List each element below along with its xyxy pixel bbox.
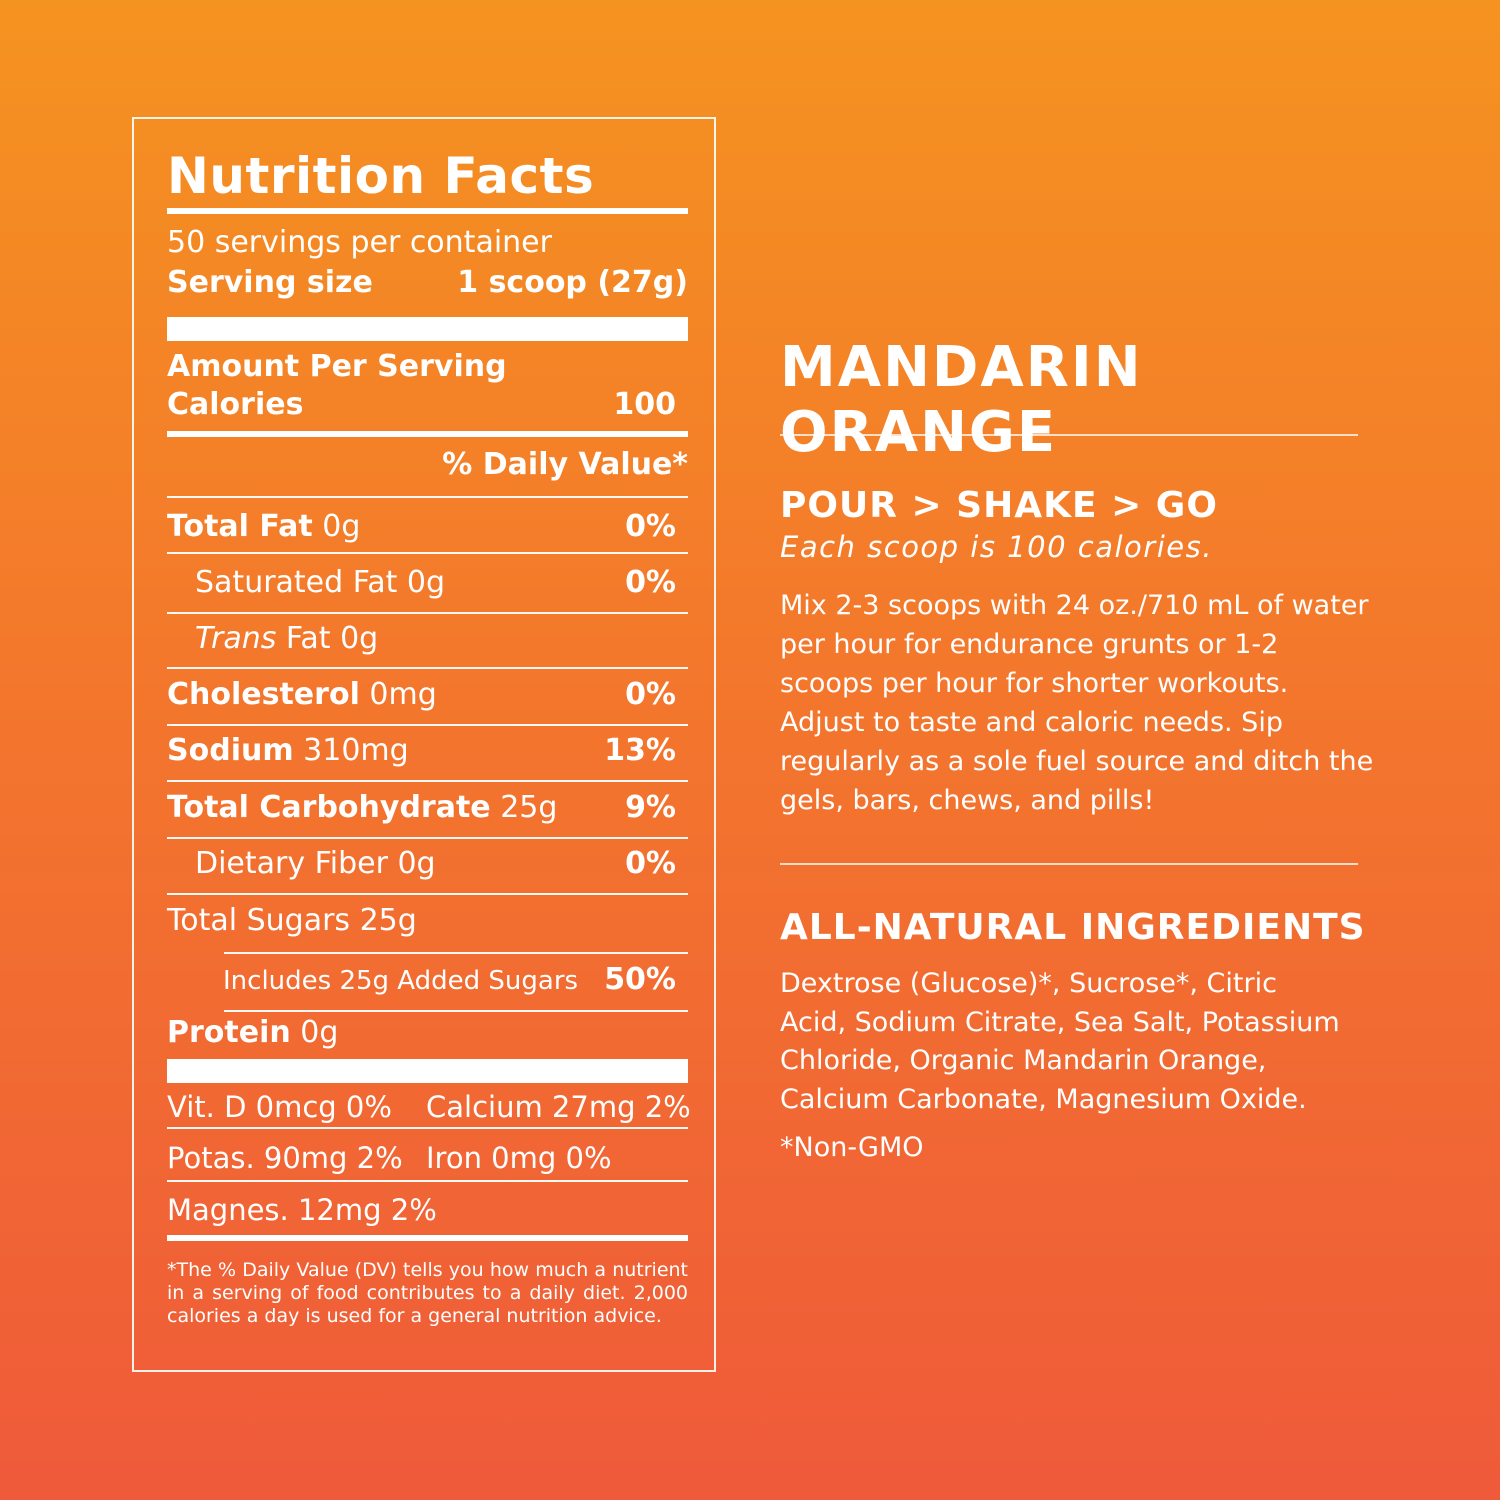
divider — [167, 1180, 688, 1182]
potassium: Potas. 90mg 2% — [167, 1141, 403, 1175]
nutrient-amount: Fat 0g — [285, 621, 379, 656]
nutrition-facts-panel: Nutrition Facts 50 servings per containe… — [132, 117, 716, 1372]
nutrient-row-protein: Protein 0g — [167, 1015, 688, 1050]
nutrient-dv: 0% — [625, 846, 676, 881]
divider — [224, 1010, 688, 1012]
nutrient-name: Sodium — [167, 733, 294, 768]
calcium: Calcium 27mg 2% — [426, 1090, 691, 1124]
nutrient-amount: 0g — [300, 1015, 339, 1050]
product-title: MANDARIN ORANGE — [780, 335, 1143, 465]
amount-per-serving: Amount Per Serving — [167, 349, 507, 384]
nutrient-row-saturated-fat: Saturated Fat 0g 0% — [167, 565, 688, 600]
nutrient-row-added-sugars: Includes 25g Added Sugars 50% — [167, 962, 688, 997]
nutrition-facts-title: Nutrition Facts — [167, 147, 595, 205]
daily-value-footnote: *The % Daily Value (DV) tells you how mu… — [167, 1259, 688, 1327]
divider — [167, 837, 688, 839]
nutrient-row-dietary-fiber: Dietary Fiber 0g 0% — [167, 846, 688, 881]
serving-size-label: Serving size — [167, 265, 373, 300]
nutrient-amount: 0g — [322, 509, 361, 544]
nutrient-dv: 0% — [625, 565, 676, 600]
amount-per-serving-row: Amount Per Serving — [167, 349, 688, 384]
vitamin-d: Vit. D 0mcg 0% — [167, 1090, 392, 1124]
divider-thick — [167, 208, 688, 214]
divider — [167, 724, 688, 726]
divider — [224, 952, 688, 954]
nutrient-dv: 50% — [604, 962, 676, 997]
divider — [167, 552, 688, 554]
divider — [167, 496, 688, 498]
serving-size-value: 1 scoop (27g) — [457, 265, 688, 300]
nutrient-amount: Includes 25g Added Sugars — [223, 966, 579, 996]
daily-value-header: % Daily Value* — [442, 447, 688, 482]
calories-value: 100 — [613, 387, 676, 422]
divider-medium — [167, 1235, 688, 1241]
nutrient-name: Total Carbohydrate — [167, 790, 491, 825]
nutrient-amount: Saturated Fat 0g — [195, 565, 446, 600]
nutrient-name: Total Fat — [167, 509, 313, 544]
nutrient-name: Cholesterol — [167, 677, 360, 712]
nutrient-amount: Dietary Fiber 0g — [195, 846, 436, 881]
nutrient-dv: 0% — [625, 509, 676, 544]
nutrient-amount: 25g — [500, 790, 558, 825]
nutrient-row-trans-fat: Trans Fat 0g — [167, 621, 688, 656]
nutrient-amount: 310mg — [303, 733, 409, 768]
calories-label: Calories — [167, 387, 304, 422]
nutrient-name: Trans — [195, 621, 277, 656]
nutrient-dv: 0% — [625, 677, 676, 712]
servings-per-container-row: 50 servings per container — [167, 225, 688, 260]
nutrient-amount: 0mg — [369, 677, 437, 712]
divider-medium — [167, 431, 688, 437]
divider — [780, 434, 1358, 436]
nutrient-row-total-fat: Total Fat 0g 0% — [167, 509, 688, 544]
daily-value-header-row: % Daily Value* — [167, 447, 688, 482]
nutrient-dv: 9% — [625, 790, 676, 825]
nutrient-row-sodium: Sodium 310mg 13% — [167, 733, 688, 768]
divider — [167, 893, 688, 895]
divider-heavy — [167, 317, 688, 341]
non-gmo-note: *Non-GMO — [780, 1132, 924, 1163]
nutrient-name: Protein — [167, 1015, 291, 1050]
directions-text: Mix 2-3 scoops with 24 oz./710 mL of wat… — [780, 590, 1374, 816]
nutrient-dv: 13% — [604, 733, 676, 768]
divider — [167, 612, 688, 614]
divider — [167, 1127, 688, 1129]
directions-subheading: Each scoop is 100 calories. — [780, 530, 1213, 564]
divider — [167, 667, 688, 669]
ingredients-heading: ALL-NATURAL INGREDIENTS — [780, 907, 1366, 948]
nutrient-row-total-carbohydrate: Total Carbohydrate 25g 9% — [167, 790, 688, 825]
magnesium: Magnes. 12mg 2% — [167, 1193, 437, 1227]
iron: Iron 0mg 0% — [426, 1141, 612, 1175]
ingredients-text: Dextrose (Glucose)*, Sucrose*, Citric Ac… — [780, 968, 1340, 1115]
divider — [167, 780, 688, 782]
calories-row: Calories 100 — [167, 387, 688, 422]
servings-per-container: 50 servings per container — [167, 225, 552, 260]
nutrient-row-cholesterol: Cholesterol 0mg 0% — [167, 677, 688, 712]
divider — [780, 863, 1358, 865]
serving-size-row: Serving size 1 scoop (27g) — [167, 265, 688, 300]
nutrient-amount: Total Sugars 25g — [167, 903, 417, 938]
divider-heavy — [167, 1059, 688, 1083]
nutrient-row-total-sugars: Total Sugars 25g — [167, 903, 688, 938]
directions-heading: POUR > SHAKE > GO — [780, 485, 1218, 526]
